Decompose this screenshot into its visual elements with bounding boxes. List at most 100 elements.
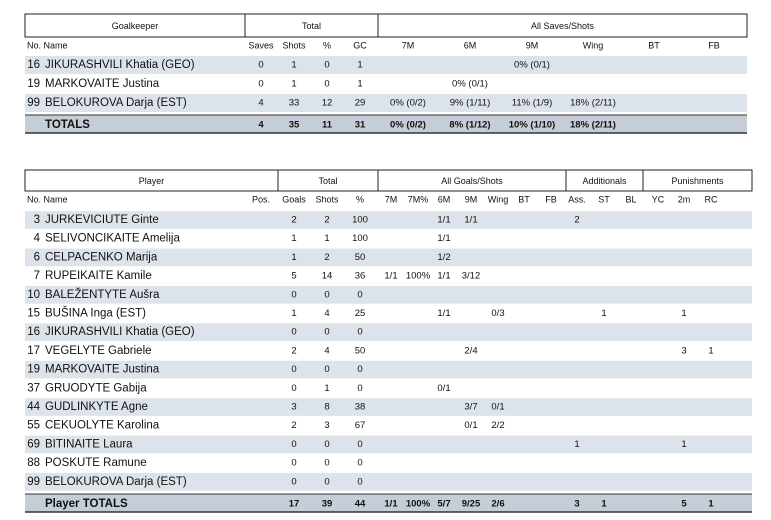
stat-cell: 9% (1/11): [450, 98, 490, 109]
totals-cell: 1/1: [384, 499, 398, 510]
totals-cell: 8% (1/12): [449, 120, 490, 131]
player-number: 44: [27, 401, 40, 413]
column-header: No. Name: [27, 194, 68, 204]
stat-cell: 18% (2/11): [570, 98, 616, 109]
totals-cell: 9/25: [462, 499, 481, 510]
stat-cell: 1: [574, 439, 579, 450]
player-name: BELOKUROVA Darja (EST): [45, 97, 187, 109]
totals-cell: 1: [708, 499, 714, 510]
column-header: 7M: [402, 40, 415, 50]
column-header: Ass.: [568, 194, 586, 204]
column-header: Pos.: [252, 194, 270, 204]
player-number: 16: [27, 59, 40, 71]
stat-cell: 1: [291, 60, 296, 71]
stat-cell: 3/12: [462, 271, 481, 282]
stat-cell: 5: [291, 271, 296, 282]
player-number: 99: [27, 476, 40, 488]
column-header: BL: [625, 194, 636, 204]
stat-cell: 3: [681, 345, 686, 356]
totals-cell: 5: [681, 499, 687, 510]
player-number: 55: [27, 420, 40, 432]
stat-cell: 0: [258, 79, 263, 90]
stat-cell: 2/2: [491, 420, 504, 431]
column-header: Wing: [488, 194, 509, 204]
totals-band: [25, 115, 747, 133]
totals-cell: 3: [574, 499, 579, 510]
stat-cell: 0: [291, 327, 296, 338]
stat-cell: 2: [574, 215, 579, 226]
stat-cell: 0: [357, 476, 362, 487]
stat-cell: 0: [357, 383, 362, 394]
stat-cell: 1/1: [384, 271, 397, 282]
player-name: GUDLINKYTE Agne: [45, 401, 148, 413]
player-name: MARKOVAITE Justina: [45, 364, 160, 376]
player-name: CELPACENKO Marija: [45, 251, 158, 263]
player-number: 10: [27, 289, 40, 301]
totals-cell: 39: [322, 499, 333, 510]
stat-cell: 0: [258, 60, 263, 71]
player-name: POSKUTE Ramune: [45, 457, 147, 469]
stat-cell: 0: [357, 327, 362, 338]
totals-cell: 1: [601, 499, 607, 510]
stat-cell: 0: [324, 289, 329, 300]
stat-cell: 1/1: [437, 308, 450, 319]
stat-cell: 1/1: [437, 215, 450, 226]
stat-cell: 2: [324, 252, 329, 263]
column-header: Shots: [282, 40, 306, 50]
stat-cell: 2/4: [464, 345, 477, 356]
totals-cell: 0% (0/2): [390, 120, 426, 131]
player-name: BITINAITE Laura: [45, 438, 133, 450]
totals-band: [25, 494, 752, 512]
stat-cell: 2: [291, 345, 296, 356]
column-header: 6M: [438, 194, 451, 204]
stat-cell: 25: [355, 308, 366, 319]
column-header: 6M: [464, 40, 477, 50]
stat-cell: 0: [291, 383, 296, 394]
player-name: SELIVONCIKAITE Amelija: [45, 233, 180, 245]
player-name: RUPEIKAITE Kamile: [45, 270, 152, 282]
player-number: 88: [27, 457, 40, 469]
stat-cell: 0: [357, 439, 362, 450]
stat-cell: 1: [291, 308, 296, 319]
stat-cell: 1: [681, 439, 686, 450]
stat-cell: 36: [355, 271, 366, 282]
totals-cell: 4: [258, 120, 264, 131]
totals-label: Player TOTALS: [45, 498, 128, 510]
stat-cell: 1/1: [464, 215, 477, 226]
totals-cell: 44: [355, 499, 366, 510]
stat-cell: 0: [357, 364, 362, 375]
player-name: MARKOVAITE Justina: [45, 78, 160, 90]
stat-cell: 0% (0/1): [514, 60, 550, 71]
column-header: %: [356, 194, 364, 204]
player-number: 99: [27, 97, 40, 109]
group-header: All Saves/Shots: [531, 21, 595, 31]
stat-cell: 2: [291, 215, 296, 226]
totals-cell: 18% (2/11): [570, 120, 616, 131]
totals-cell: 2/6: [491, 499, 504, 510]
column-header: 9M: [465, 194, 478, 204]
stat-cell: 0% (0/2): [390, 98, 426, 109]
stat-cell: 1: [681, 308, 686, 319]
stat-cell: 0: [324, 458, 329, 469]
stat-cell: 8: [324, 402, 329, 413]
stat-cell: 1: [291, 252, 296, 263]
stat-cell: 3: [291, 402, 296, 413]
stat-cell: 1/1: [437, 233, 450, 244]
group-header: Additionals: [582, 176, 627, 186]
player-number: 3: [34, 214, 40, 226]
row-band: [25, 248, 752, 267]
player-name: JURKEVICIUTE Ginte: [45, 214, 159, 226]
column-header: Goals: [282, 194, 306, 204]
stat-cell: 0/1: [491, 402, 504, 413]
row-band: [25, 360, 752, 379]
stat-cell: 0: [324, 327, 329, 338]
column-header: 2m: [678, 194, 691, 204]
stat-cell: 12: [322, 98, 333, 109]
stat-cell: 0: [291, 458, 296, 469]
stat-cell: 0: [357, 458, 362, 469]
player-name: JIKURASHVILI Khatia (GEO): [45, 59, 195, 71]
row-band: [25, 435, 752, 454]
player-name: VEGELYTE Gabriele: [45, 345, 152, 357]
stat-cell: 50: [355, 345, 366, 356]
player-name: GRUODYTE Gabija: [45, 382, 147, 394]
